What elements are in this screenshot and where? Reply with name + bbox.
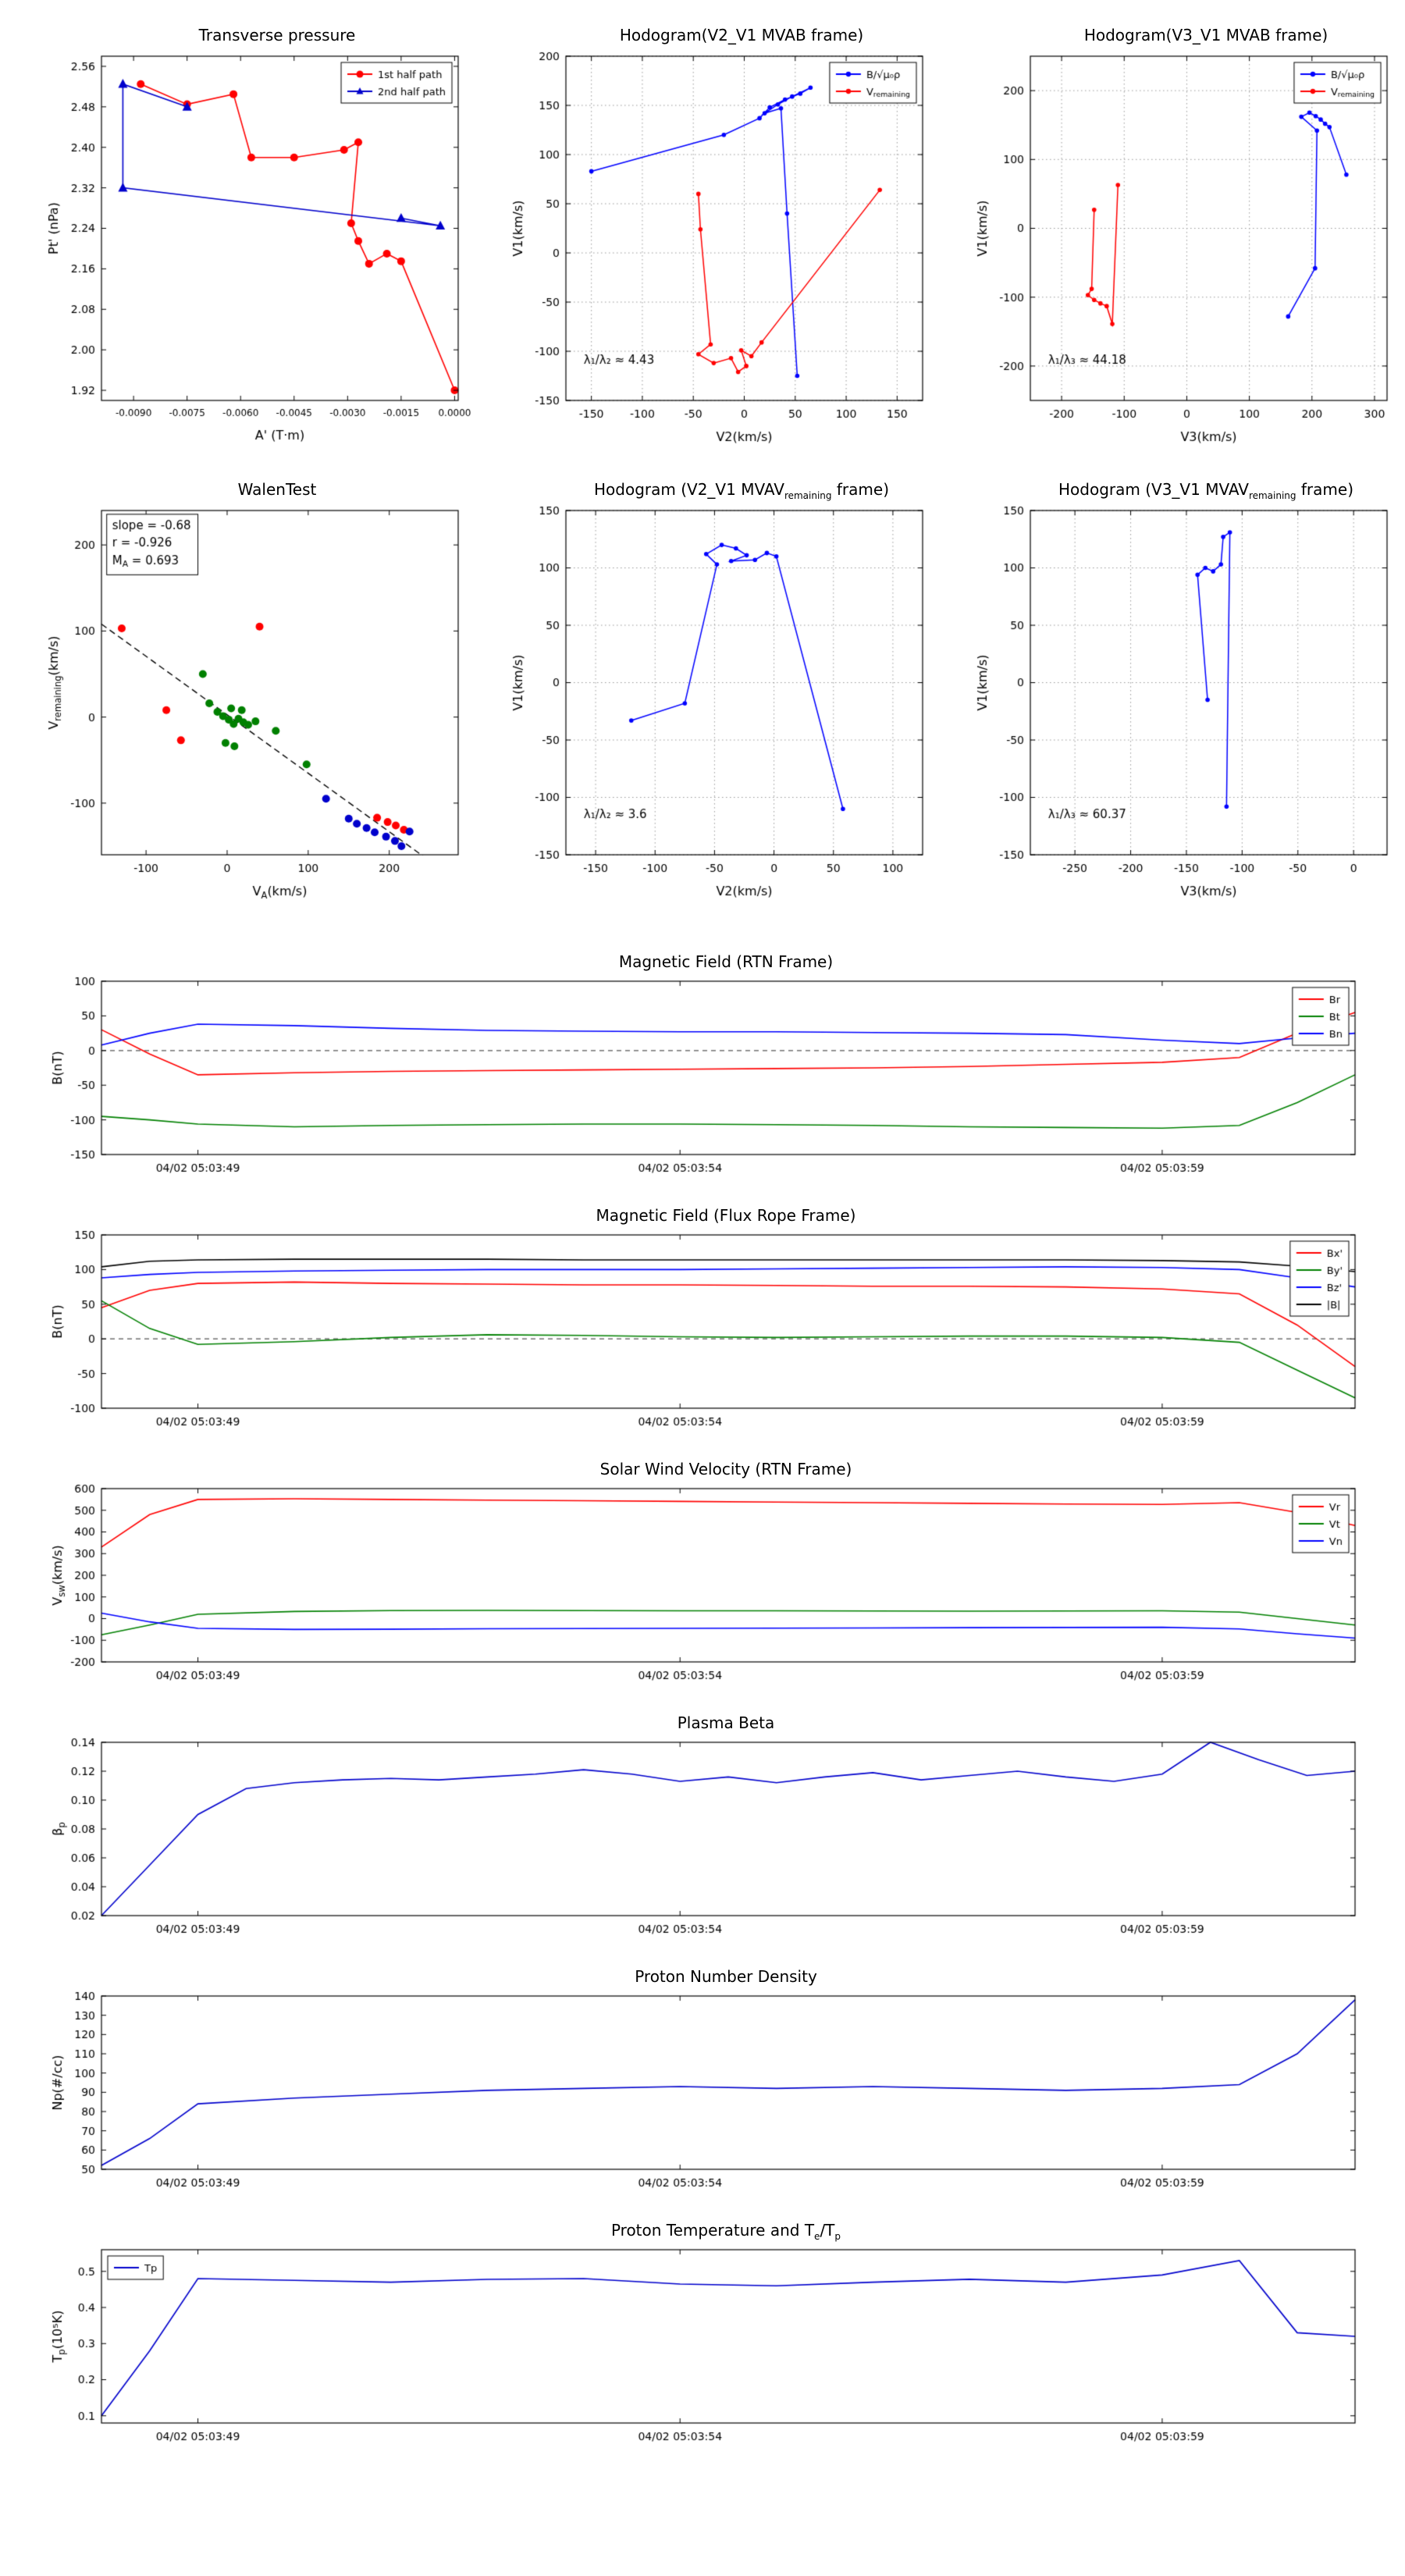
transverse-pressure-chart xyxy=(35,47,472,449)
proton-density-chart xyxy=(39,1990,1366,2205)
mag-fluxrope-chart xyxy=(39,1229,1366,1444)
hodogram-v2v1-mvab-chart xyxy=(500,47,937,449)
transverse-pressure-title: Transverse pressure xyxy=(198,26,356,44)
panel-solar-wind-velocity: Solar Wind Velocity (RTN Frame) xyxy=(39,1456,1366,1698)
panel-hodogram-v3v1-mvav: Hodogram (V3_V1 MVAVremaining frame) xyxy=(964,478,1401,903)
proton-temperature-chart xyxy=(39,2243,1366,2459)
mag-rtn-chart xyxy=(39,975,1366,1190)
plasma-beta-chart xyxy=(39,1736,1366,1952)
proton-temperature-title: Proton Temperature and Te/Tp xyxy=(610,2221,841,2242)
panel-mag-rtn: Magnetic Field (RTN Frame) xyxy=(39,948,1366,1190)
panel-mag-fluxrope: Magnetic Field (Flux Rope Frame) xyxy=(39,1202,1366,1444)
panel-transverse-pressure: Transverse pressure xyxy=(35,23,472,449)
solar-wind-velocity-chart xyxy=(39,1482,1366,1698)
hodogram-v3v1-mvab-chart xyxy=(964,47,1401,449)
mag-rtn-title: Magnetic Field (RTN Frame) xyxy=(618,952,834,971)
panel-walen-test: WalenTest xyxy=(35,478,472,903)
hodogram-v3v1-mvav-title: Hodogram (V3_V1 MVAVremaining frame) xyxy=(1058,480,1353,501)
panel-hodogram-v2v1-mvab: Hodogram(V2_V1 MVAB frame) xyxy=(500,23,937,449)
walen-test-chart xyxy=(35,501,472,903)
panel-plasma-beta: Plasma Beta xyxy=(39,1710,1366,1952)
panel-proton-temperature: Proton Temperature and Te/Tp xyxy=(39,2217,1366,2459)
hodogram-v2v1-mvav-chart xyxy=(500,501,937,903)
panel-hodogram-v2v1-mvav: Hodogram (V2_V1 MVAVremaining frame) xyxy=(500,478,937,903)
plasma-beta-title: Plasma Beta xyxy=(677,1713,775,1732)
hodogram-v3v1-mvav-chart xyxy=(964,501,1401,903)
proton-density-title: Proton Number Density xyxy=(635,1967,817,1986)
hodogram-v2v1-mvab-title: Hodogram(V2_V1 MVAB frame) xyxy=(619,26,864,44)
panel-hodogram-v3v1-mvab: Hodogram(V3_V1 MVAB frame) xyxy=(964,23,1401,449)
solar-wind-velocity-title: Solar Wind Velocity (RTN Frame) xyxy=(599,1460,852,1478)
panel-proton-density: Proton Number Density xyxy=(39,1963,1366,2205)
walen-test-title: WalenTest xyxy=(237,480,317,499)
hodogram-v2v1-mvav-title: Hodogram (V2_V1 MVAVremaining frame) xyxy=(594,480,889,501)
hodogram-v3v1-mvab-title: Hodogram(V3_V1 MVAB frame) xyxy=(1083,26,1329,44)
mag-fluxrope-title: Magnetic Field (Flux Rope Frame) xyxy=(596,1206,856,1225)
